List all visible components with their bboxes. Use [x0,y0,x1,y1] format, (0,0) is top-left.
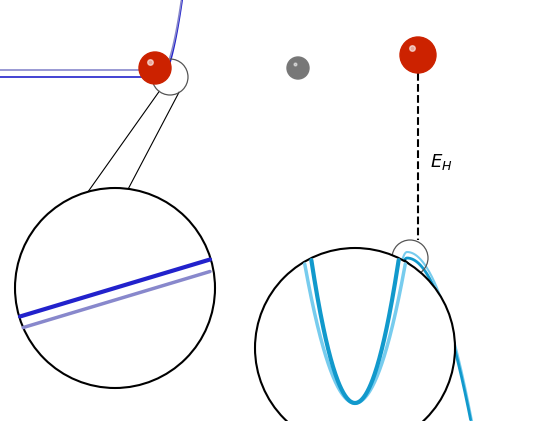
Circle shape [139,52,171,84]
Circle shape [15,188,215,388]
Circle shape [287,57,309,79]
Circle shape [400,37,436,73]
Circle shape [255,248,455,421]
Text: $E_H$: $E_H$ [430,152,453,171]
